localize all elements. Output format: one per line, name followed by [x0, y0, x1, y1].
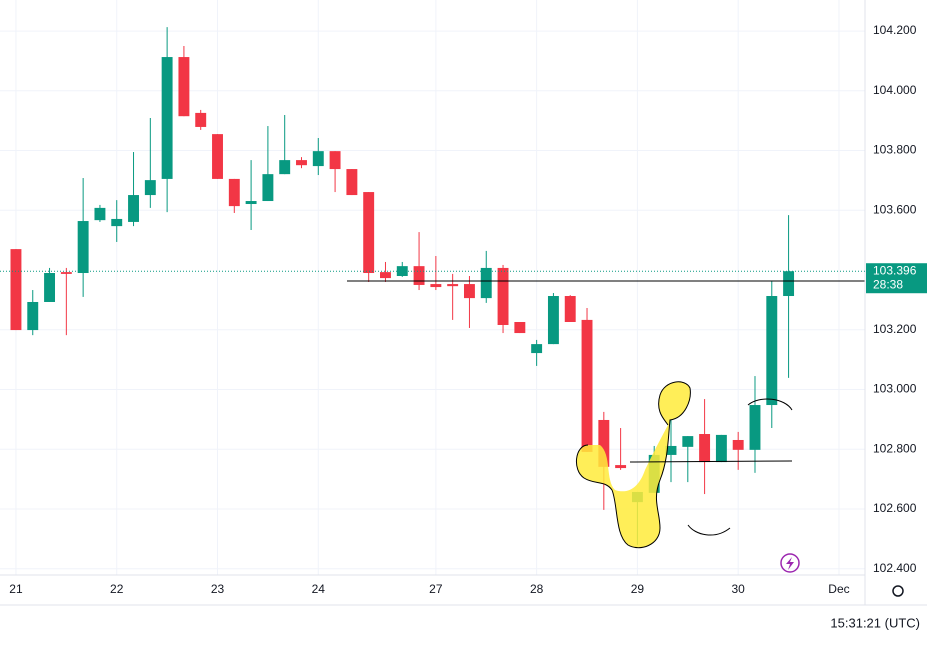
candle-body	[228, 178, 240, 207]
candle-body	[262, 174, 274, 202]
candle-body	[447, 284, 459, 287]
candle-body	[766, 296, 778, 406]
clock: 15:31:21 (UTC)	[830, 615, 920, 630]
candle-body	[363, 192, 375, 274]
x-tick-label: 27	[429, 582, 443, 596]
candle-body	[44, 273, 56, 302]
candle-body	[111, 218, 123, 227]
y-tick-label: 103.200	[873, 322, 917, 336]
candle-body	[128, 195, 139, 222]
candle-body	[783, 271, 795, 297]
candle-body	[615, 465, 627, 469]
x-tick-label: Dec	[828, 582, 849, 596]
candle-body	[699, 434, 711, 463]
y-tick-label: 103.000	[873, 382, 917, 396]
candles	[10, 27, 795, 545]
hand-stroke	[687, 524, 731, 536]
candle-body	[195, 112, 207, 127]
candle-body	[380, 272, 391, 279]
candle-body	[178, 57, 190, 117]
candle-body	[497, 267, 509, 325]
x-tick-label: 28	[530, 582, 544, 596]
candle-body	[245, 201, 257, 205]
candle-body	[60, 272, 72, 274]
x-tick-label: 30	[732, 582, 746, 596]
candle-body	[346, 169, 358, 196]
candle-body	[212, 134, 223, 179]
y-tick-label: 103.800	[873, 143, 917, 157]
hand-stroke	[747, 398, 793, 411]
candle-body	[581, 319, 593, 452]
candle-body	[732, 439, 744, 450]
candle-body	[413, 266, 425, 285]
candle-body	[531, 344, 543, 354]
candle-body	[77, 221, 89, 274]
x-tick-label: 23	[211, 582, 225, 596]
y-tick-label: 102.400	[873, 561, 917, 575]
y-tick-label: 103.600	[873, 202, 917, 216]
trend-line	[629, 460, 793, 463]
candle-body	[682, 436, 694, 447]
candle-body	[665, 445, 677, 455]
x-tick-label: 22	[110, 582, 124, 596]
candle-body	[10, 249, 22, 331]
candle-body	[161, 57, 173, 179]
countdown-label: 28:38	[873, 277, 903, 291]
candle-body	[296, 160, 307, 166]
candle-body	[27, 301, 39, 331]
candle-body	[564, 296, 576, 322]
lightning-glyph	[786, 557, 794, 570]
y-tick-label: 102.600	[873, 501, 917, 515]
hand-stroke	[576, 381, 691, 549]
candle-body	[329, 151, 341, 170]
candle-body	[715, 434, 727, 463]
candle-body	[480, 267, 492, 299]
candle-body	[749, 405, 761, 450]
highlight	[576, 381, 691, 548]
axes: 102.400 102.600 102.800 103.000 103.200 103.6…	[0, 23, 927, 596]
candle-body	[144, 180, 156, 196]
drawings	[347, 280, 865, 549]
candle-body	[598, 419, 610, 467]
candle-body	[312, 151, 324, 167]
x-tick-label: 24	[312, 582, 326, 596]
lightning-icon[interactable]	[780, 553, 800, 573]
x-tick-label: 21	[9, 582, 23, 596]
candle-body	[279, 160, 291, 175]
candle-body	[94, 207, 106, 221]
candle-body	[463, 284, 475, 299]
x-tick-label: 29	[631, 582, 645, 596]
last-price-label: 103.396	[873, 263, 917, 277]
y-tick-label: 104.200	[873, 23, 917, 37]
settings-icon[interactable]	[892, 585, 904, 597]
candle-body	[430, 284, 442, 288]
candle-body	[547, 296, 559, 345]
y-tick-label: 102.800	[873, 441, 917, 455]
last-price-box	[866, 263, 927, 294]
candle-body	[514, 322, 526, 334]
y-tick-label: 104.000	[873, 83, 917, 97]
